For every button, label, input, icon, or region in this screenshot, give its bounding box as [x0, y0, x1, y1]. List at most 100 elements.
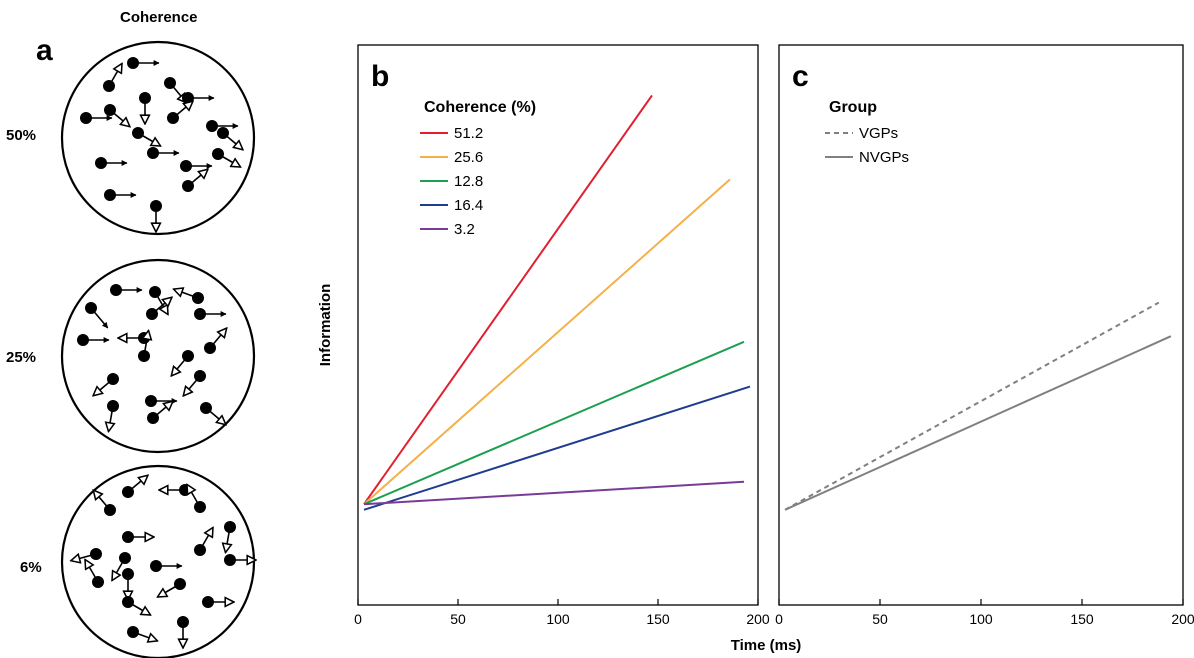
panel-c: c 0 50 100 150 200 Group VGPs NVGPs — [775, 44, 1194, 627]
moving-dot — [122, 568, 134, 580]
dots-circle-6 — [60, 464, 256, 658]
moving-dot — [122, 531, 134, 543]
moving-dot — [104, 189, 116, 201]
moving-dot — [122, 486, 134, 498]
moving-dot — [107, 373, 119, 385]
moving-dot — [217, 127, 229, 139]
dots-50-group — [80, 57, 243, 232]
moving-dot — [122, 596, 134, 608]
moving-dot — [110, 284, 122, 296]
plot-b-area: 0 50 100 150 200 Coherence (%) 51.2 25.6 12.8 16.… — [354, 94, 770, 627]
series-line-51.2 — [363, 94, 653, 505]
x-tick-label: 200 — [1171, 611, 1194, 627]
legend-entry: 3.2 — [454, 221, 475, 238]
moving-dot — [104, 104, 116, 116]
moving-dot — [182, 180, 194, 192]
x-tick-label: 150 — [646, 611, 670, 627]
moving-dot — [95, 157, 107, 169]
dots-circle-25-outline — [60, 258, 256, 454]
legend-entry: 16.4 — [454, 197, 483, 214]
series-line-25.6 — [363, 178, 731, 505]
legend-title: Group — [829, 99, 877, 116]
x-tick-label: 0 — [775, 611, 783, 627]
moving-dot — [150, 560, 162, 572]
dots-circle-25 — [60, 258, 256, 454]
moving-dot — [132, 127, 144, 139]
legend-title: Coherence (%) — [424, 99, 536, 116]
legend-entry: 51.2 — [454, 125, 483, 142]
moving-dot — [107, 400, 119, 412]
panel-c-frame — [778, 44, 1184, 606]
series-line-16.4 — [363, 385, 751, 511]
moving-dot — [85, 302, 97, 314]
moving-dot — [194, 308, 206, 320]
x-axis-label: Time (ms) — [731, 637, 802, 654]
coherence-label-50: 50% — [6, 127, 36, 144]
moving-dot — [147, 147, 159, 159]
x-tick-label: 50 — [450, 611, 466, 627]
panel-b-frame — [357, 44, 759, 606]
moving-dot — [182, 350, 194, 362]
series-line-NVGPs — [784, 335, 1172, 511]
panel-b-letter: b — [371, 60, 389, 93]
moving-dot — [103, 80, 115, 92]
legend-entry: VGPs — [859, 125, 898, 142]
dots-circle-50 — [60, 40, 256, 236]
series-line-VGPs — [784, 301, 1160, 511]
panel-a-title: Coherence — [120, 9, 198, 26]
moving-dot — [200, 402, 212, 414]
moving-dot — [164, 77, 176, 89]
x-tick-label: 100 — [546, 611, 570, 627]
moving-dot — [150, 200, 162, 212]
y-axis-label: Information — [317, 284, 334, 367]
moving-dot — [146, 308, 158, 320]
dots-circle-50-outline — [60, 40, 256, 236]
moving-dot — [212, 148, 224, 160]
moving-dot — [174, 578, 186, 590]
moving-dot — [80, 112, 92, 124]
dots-6-group — [71, 475, 256, 648]
moving-dot — [194, 544, 206, 556]
moving-dot — [180, 160, 192, 172]
moving-dot — [147, 412, 159, 424]
moving-dot — [90, 548, 102, 560]
legend-entry: 12.8 — [454, 173, 483, 190]
moving-dot — [127, 57, 139, 69]
panel-a: a Coherence 50% 25% 6% — [6, 9, 256, 658]
x-tick-label: 150 — [1070, 611, 1094, 627]
coherence-label-25: 25% — [6, 349, 36, 366]
moving-dot — [104, 504, 116, 516]
moving-dot — [77, 334, 89, 346]
moving-dot — [204, 342, 216, 354]
moving-dot — [177, 616, 189, 628]
panel-c-letter: c — [792, 60, 809, 93]
legend-entry: 25.6 — [454, 149, 483, 166]
moving-dot — [139, 92, 151, 104]
series-line-3.2 — [363, 480, 745, 506]
x-tick-label: 200 — [746, 611, 770, 627]
dots-25-group — [77, 284, 227, 432]
x-tick-label: 0 — [354, 611, 362, 627]
moving-dot — [138, 350, 150, 362]
moving-dot — [202, 596, 214, 608]
moving-dot — [194, 501, 206, 513]
panel-b: b 0 50 100 150 200 Coherence (%) 51.2 25.6 12.8 1… — [354, 44, 770, 627]
moving-dot — [224, 554, 236, 566]
moving-dot — [145, 395, 157, 407]
moving-dot — [179, 484, 191, 496]
moving-dot — [149, 286, 161, 298]
series-line-12.8 — [363, 340, 745, 506]
moving-dot — [224, 521, 236, 533]
moving-dot — [167, 112, 179, 124]
plot-c-area: 0 50 100 150 200 Group VGPs NVGPs — [775, 99, 1194, 627]
moving-dot — [194, 370, 206, 382]
moving-dot — [119, 552, 131, 564]
moving-dot — [192, 292, 204, 304]
coherence-label-6: 6% — [20, 559, 42, 576]
legend-entry: NVGPs — [859, 149, 909, 166]
x-tick-label: 100 — [969, 611, 993, 627]
panel-a-letter: a — [36, 34, 53, 67]
moving-dot — [127, 626, 139, 638]
moving-dot — [92, 576, 104, 588]
x-tick-label: 50 — [872, 611, 888, 627]
